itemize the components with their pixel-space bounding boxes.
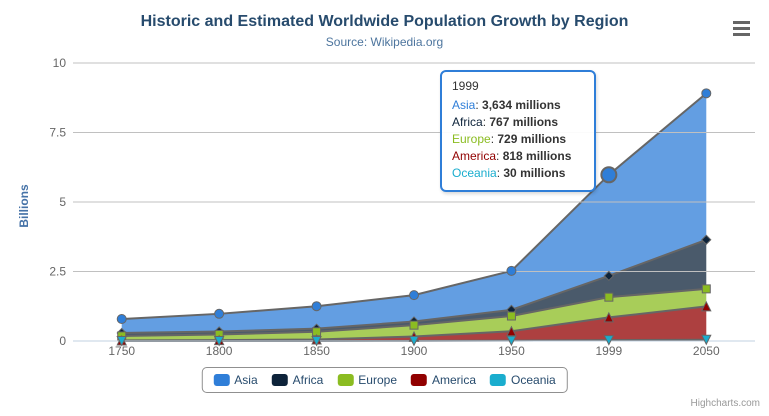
legend-item-africa[interactable]: Africa bbox=[271, 373, 324, 387]
y-axis-tick-label: 5 bbox=[59, 195, 66, 209]
tooltip-series-value: 818 millions bbox=[499, 149, 572, 163]
tooltip-series-value: 729 millions bbox=[494, 132, 567, 146]
point-oceania-2050[interactable] bbox=[700, 334, 712, 346]
y-axis-tick-label: 2.5 bbox=[49, 265, 66, 279]
hamburger-icon bbox=[733, 33, 750, 36]
legend-swatch-asia bbox=[213, 374, 230, 386]
point-africa-1999[interactable] bbox=[603, 270, 615, 282]
point-africa-2050[interactable] bbox=[701, 234, 712, 245]
tooltip-series-value: 767 millions bbox=[486, 115, 559, 129]
y-axis-tick-label: 10 bbox=[53, 56, 67, 70]
point-oceania-1950[interactable] bbox=[506, 335, 517, 347]
point-oceania-1850[interactable] bbox=[311, 335, 322, 347]
point-asia-1950[interactable] bbox=[506, 265, 517, 276]
legend-item-america[interactable]: America bbox=[411, 373, 476, 387]
tooltip: 1999 Asia: 3,634 millions Africa: 767 mil… bbox=[440, 70, 596, 192]
point-asia-1850[interactable] bbox=[311, 301, 322, 312]
point-america-1999[interactable] bbox=[603, 311, 615, 323]
legend-swatch-oceania bbox=[490, 374, 507, 386]
x-axis-label-2050: 2050 bbox=[693, 344, 720, 358]
x-axis-label-1900: 1900 bbox=[401, 344, 428, 358]
area-africa[interactable] bbox=[121, 239, 707, 336]
hamburger-icon bbox=[733, 27, 750, 30]
tooltip-row-america: America: 818 millions bbox=[452, 149, 572, 163]
tooltip-row-asia: Asia: 3,634 millions bbox=[452, 98, 561, 112]
tooltip-series-value: 30 millions bbox=[500, 166, 566, 180]
legend-item-oceania[interactable]: Oceania bbox=[490, 373, 556, 387]
tooltip-series-name: Africa bbox=[452, 115, 483, 129]
tooltip-series-name: Europe bbox=[452, 132, 491, 146]
tooltip-row-africa: Africa: 767 millions bbox=[452, 115, 559, 129]
area-america[interactable] bbox=[121, 306, 707, 341]
x-axis-label-1999: 1999 bbox=[596, 344, 623, 358]
point-asia-1750[interactable] bbox=[116, 314, 127, 325]
legend-item-asia[interactable]: Asia bbox=[213, 373, 258, 387]
x-axis-label-1800: 1800 bbox=[206, 344, 233, 358]
y-axis-tick-label: 7.5 bbox=[49, 126, 66, 140]
point-oceania-1750[interactable] bbox=[116, 335, 128, 347]
legend-swatch-africa bbox=[271, 374, 288, 386]
hamburger-icon bbox=[733, 21, 750, 24]
point-europe-1900[interactable] bbox=[409, 320, 419, 330]
chart-subtitle: Source: Wikipedia.org bbox=[325, 35, 444, 49]
x-axis-label-1850: 1850 bbox=[303, 344, 330, 358]
point-asia-2050[interactable] bbox=[701, 88, 712, 99]
point-oceania-1999[interactable] bbox=[603, 335, 615, 346]
point-europe-2050[interactable] bbox=[701, 284, 711, 294]
x-axis-label-1950: 1950 bbox=[498, 344, 525, 358]
x-axis-label-1750: 1750 bbox=[108, 344, 135, 358]
point-europe-1950[interactable] bbox=[506, 311, 516, 321]
legend-item-europe[interactable]: Europe bbox=[337, 373, 397, 387]
tooltip-row-europe: Europe: 729 millions bbox=[452, 132, 567, 146]
legend-label: America bbox=[432, 373, 477, 387]
point-asia-1900[interactable] bbox=[409, 290, 419, 301]
tooltip-row-oceania: Oceania: 30 millions bbox=[452, 166, 566, 180]
tooltip-series-name: Oceania bbox=[452, 166, 497, 180]
legend-label: Europe bbox=[358, 373, 398, 387]
point-asia-1999[interactable] bbox=[600, 166, 618, 184]
tooltip-header: 1999 bbox=[452, 79, 479, 93]
point-america-2050[interactable] bbox=[700, 300, 712, 312]
legend-swatch-europe bbox=[337, 374, 354, 386]
y-axis-title: Billions bbox=[17, 184, 31, 228]
point-europe-1999[interactable] bbox=[604, 292, 614, 302]
y-axis-tick-label: 0 bbox=[59, 334, 66, 348]
point-oceania-1800[interactable] bbox=[213, 335, 225, 347]
legend-swatch-america bbox=[411, 374, 428, 386]
legend-label: Oceania bbox=[511, 373, 556, 387]
export-menu-button[interactable] bbox=[733, 21, 750, 36]
chart-title: Historic and Estimated Worldwide Populat… bbox=[140, 13, 629, 30]
tooltip-series-value: 3,634 millions bbox=[478, 98, 561, 112]
legend-label: Africa bbox=[292, 373, 324, 387]
legend: Asia Africa Europe America Oceania bbox=[201, 367, 568, 393]
point-asia-1800[interactable] bbox=[214, 308, 225, 319]
point-oceania-1900[interactable] bbox=[408, 335, 420, 347]
tooltip-series-name: Asia bbox=[452, 98, 476, 112]
tooltip-series-name: America bbox=[452, 149, 497, 163]
area-asia[interactable] bbox=[121, 93, 707, 333]
credits-link[interactable]: Highcharts.com bbox=[690, 398, 760, 409]
legend-label: Asia bbox=[234, 373, 258, 387]
